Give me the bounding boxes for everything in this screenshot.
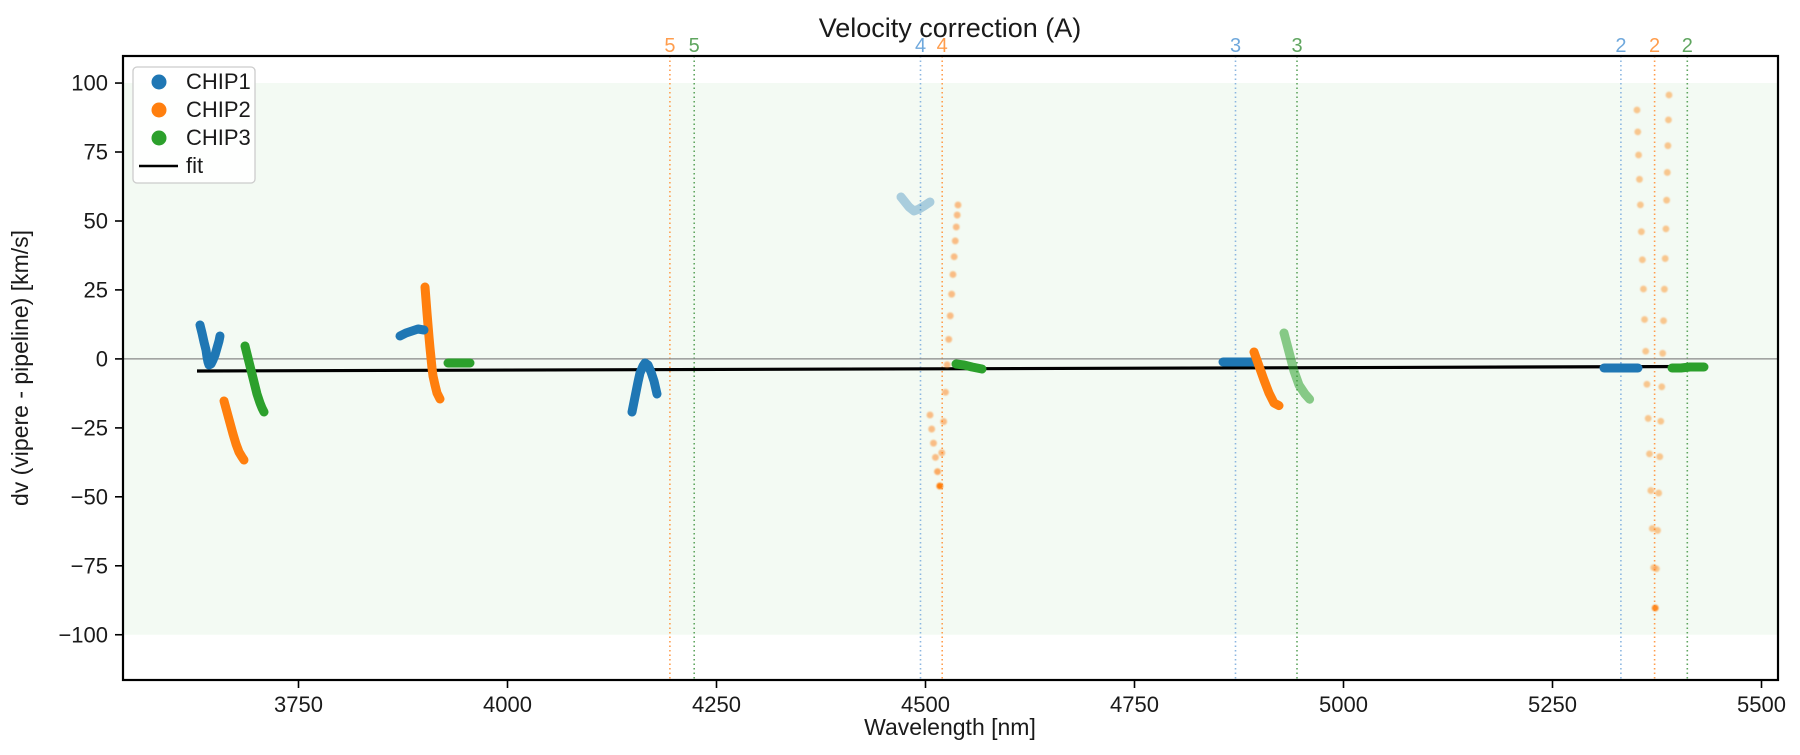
- svg-text:5: 5: [664, 35, 675, 57]
- svg-text:−25: −25: [71, 415, 108, 440]
- svg-text:5000: 5000: [1319, 692, 1368, 717]
- svg-text:3: 3: [1291, 35, 1302, 57]
- svg-text:dv (vipere - pipeline) [km/s]: dv (vipere - pipeline) [km/s]: [7, 230, 33, 506]
- svg-text:5500: 5500: [1737, 692, 1786, 717]
- svg-text:3: 3: [1230, 35, 1241, 57]
- svg-text:5: 5: [689, 35, 700, 57]
- svg-text:−50: −50: [71, 484, 108, 509]
- svg-text:2: 2: [1682, 35, 1693, 57]
- svg-text:CHIP3: CHIP3: [186, 125, 251, 150]
- svg-text:2: 2: [1649, 35, 1660, 57]
- svg-text:4750: 4750: [1110, 692, 1159, 717]
- svg-text:0: 0: [96, 346, 108, 371]
- svg-text:Velocity correction (A): Velocity correction (A): [819, 13, 1082, 43]
- svg-text:75: 75: [84, 140, 108, 165]
- svg-text:50: 50: [84, 209, 108, 234]
- svg-text:CHIP1: CHIP1: [186, 69, 251, 94]
- svg-text:CHIP2: CHIP2: [186, 97, 251, 122]
- svg-text:Wavelength [nm]: Wavelength [nm]: [864, 714, 1036, 740]
- svg-text:4000: 4000: [483, 692, 532, 717]
- svg-text:25: 25: [84, 277, 108, 302]
- svg-text:2: 2: [1615, 35, 1626, 57]
- svg-text:3750: 3750: [274, 692, 323, 717]
- svg-text:5250: 5250: [1528, 692, 1577, 717]
- svg-text:4250: 4250: [692, 692, 741, 717]
- svg-text:fit: fit: [186, 153, 203, 178]
- svg-text:−75: −75: [71, 553, 108, 578]
- svg-text:−100: −100: [58, 622, 108, 647]
- svg-text:100: 100: [71, 71, 108, 96]
